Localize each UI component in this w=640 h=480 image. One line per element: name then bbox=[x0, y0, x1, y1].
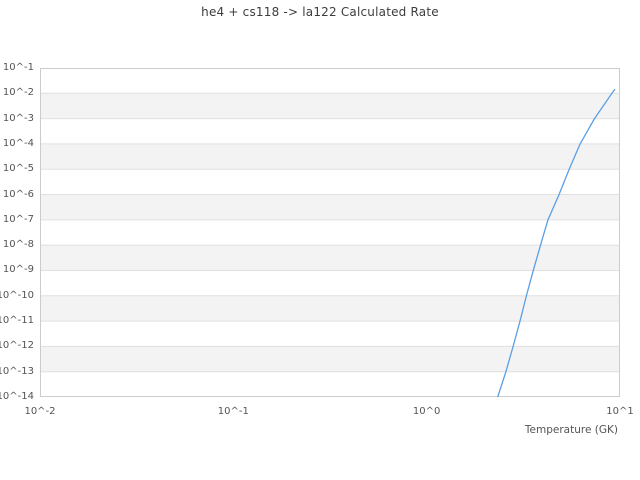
y-tick-label: 10^-8 bbox=[2, 239, 34, 251]
x-axis-title: Temperature (GK) bbox=[524, 424, 618, 436]
x-tick-label: 10^-1 bbox=[217, 406, 249, 417]
x-tick-label: 10^0 bbox=[412, 406, 441, 417]
y-tick-label: 10^-6 bbox=[2, 188, 34, 200]
x-tick-label: 10^1 bbox=[606, 406, 634, 417]
y-tick-label: 10^-9 bbox=[2, 264, 34, 276]
rate-curve bbox=[497, 88, 616, 397]
y-tick-label: 10^-13 bbox=[0, 365, 34, 377]
chart-title: he4 + cs118 -> la122 Calculated Rate bbox=[201, 5, 439, 19]
plot-band bbox=[40, 346, 620, 372]
y-tick-label: 10^-14 bbox=[0, 391, 34, 402]
y-tick-label: 10^-2 bbox=[2, 87, 34, 99]
plot-band bbox=[40, 295, 620, 322]
y-tick-label: 10^-12 bbox=[0, 340, 34, 352]
y-tick-label: 10^-7 bbox=[2, 213, 34, 225]
plot-area bbox=[40, 68, 620, 397]
y-tick-label: 10^-4 bbox=[2, 137, 34, 149]
y-tick-label: 10^-3 bbox=[2, 112, 34, 124]
x-tick-label: 10^-2 bbox=[24, 406, 56, 417]
plot-band bbox=[40, 245, 620, 271]
plot-band bbox=[40, 194, 620, 220]
y-tick-label: 10^-5 bbox=[2, 163, 34, 175]
y-tick-label: 10^-11 bbox=[0, 315, 34, 327]
y-tick-label: 10^-1 bbox=[2, 62, 34, 73]
y-tick-label: 10^-10 bbox=[0, 289, 34, 301]
plot-band bbox=[40, 143, 620, 170]
plot-border bbox=[40, 68, 620, 397]
plot-band bbox=[40, 93, 620, 119]
